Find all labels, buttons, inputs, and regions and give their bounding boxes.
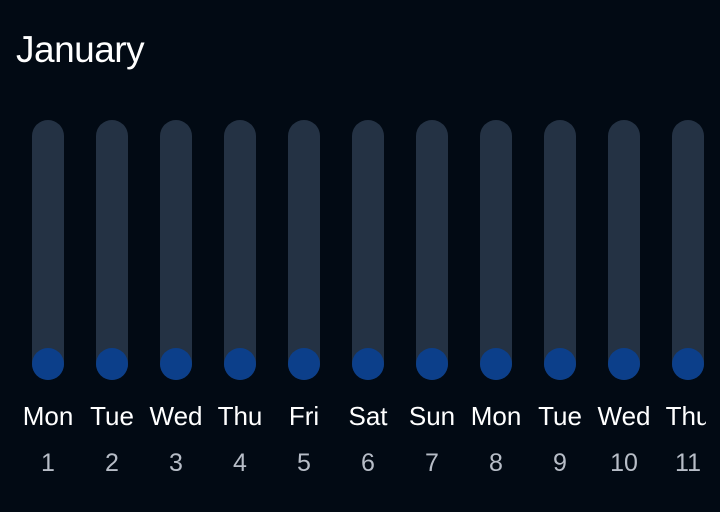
day-name-label: Mon	[22, 401, 74, 431]
day-slider-track[interactable]	[160, 120, 192, 380]
day-slider-knob[interactable]	[480, 348, 512, 380]
day-column: Wed 10	[592, 0, 656, 512]
day-number-label: 11	[675, 449, 701, 477]
day-name-label: Fri	[288, 401, 320, 431]
day-slider-knob[interactable]	[288, 348, 320, 380]
day-column: Wed 3	[144, 0, 208, 512]
day-slider-track[interactable]	[96, 120, 128, 380]
day-name-label: Wed	[597, 401, 651, 431]
day-name-label: Thu	[217, 401, 263, 431]
day-slider-track[interactable]	[608, 120, 640, 380]
day-slider-knob[interactable]	[608, 348, 640, 380]
day-slider-track[interactable]	[544, 120, 576, 380]
day-number-label: 6	[361, 449, 375, 477]
day-column: Tue 9	[528, 0, 592, 512]
day-slider-knob[interactable]	[224, 348, 256, 380]
day-column: Sat 6	[336, 0, 400, 512]
day-number-label: 5	[297, 449, 311, 477]
day-column: Thu 4	[208, 0, 272, 512]
day-slider-knob[interactable]	[96, 348, 128, 380]
day-number-label: 3	[169, 449, 183, 477]
day-number-label: 2	[105, 449, 119, 477]
day-slider-track[interactable]	[32, 120, 64, 380]
day-slider-track[interactable]	[352, 120, 384, 380]
day-slider-track[interactable]	[416, 120, 448, 380]
day-name-label: Tue	[90, 401, 134, 431]
day-slider-knob[interactable]	[160, 348, 192, 380]
day-number-label: 1	[41, 449, 55, 477]
day-slider-track[interactable]	[480, 120, 512, 380]
day-slider-knob[interactable]	[352, 348, 384, 380]
day-number-label: 8	[489, 449, 503, 477]
day-name-label: Tue	[538, 401, 582, 431]
day-name-label: Wed	[149, 401, 203, 431]
day-column: Mon 8	[464, 0, 528, 512]
day-slider-track[interactable]	[224, 120, 256, 380]
month-title: January	[16, 29, 145, 70]
day-column: Sun 7	[400, 0, 464, 512]
day-slider-knob[interactable]	[32, 348, 64, 380]
day-name-label: Mon	[470, 401, 522, 431]
day-column: Tue 2	[80, 0, 144, 512]
day-number-label: 4	[233, 449, 247, 477]
day-name-label: Sat	[348, 401, 388, 431]
day-slider-track[interactable]	[672, 120, 704, 380]
day-slider-knob[interactable]	[544, 348, 576, 380]
day-column: Mon 1	[16, 0, 80, 512]
day-column: Thu 11	[656, 0, 706, 512]
day-number-label: 10	[610, 449, 638, 477]
day-slider-knob[interactable]	[672, 348, 704, 380]
day-number-label: 9	[553, 449, 567, 477]
day-slider-track[interactable]	[288, 120, 320, 380]
day-slider-knob[interactable]	[416, 348, 448, 380]
day-name-label: Sun	[408, 401, 456, 431]
day-column: Fri 5	[272, 0, 336, 512]
day-number-label: 7	[425, 449, 439, 477]
day-name-label: Thu	[665, 401, 706, 431]
